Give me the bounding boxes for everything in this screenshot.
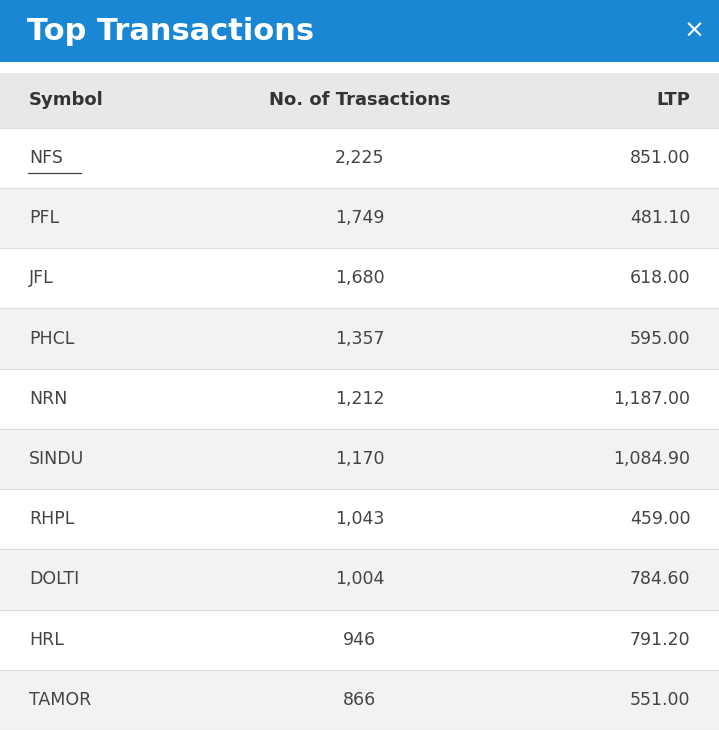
Text: 1,170: 1,170 — [335, 450, 384, 468]
Text: 1,212: 1,212 — [335, 390, 384, 408]
Text: PFL: PFL — [29, 209, 59, 227]
FancyBboxPatch shape — [0, 549, 719, 610]
Text: 618.00: 618.00 — [630, 269, 690, 288]
Text: NRN: NRN — [29, 390, 67, 408]
Text: 1,357: 1,357 — [335, 329, 384, 347]
Text: 1,004: 1,004 — [335, 570, 384, 588]
Text: RHPL: RHPL — [29, 510, 74, 529]
FancyBboxPatch shape — [0, 188, 719, 248]
Text: DOLTI: DOLTI — [29, 570, 79, 588]
Text: 2,225: 2,225 — [335, 149, 384, 167]
FancyBboxPatch shape — [0, 489, 719, 549]
FancyBboxPatch shape — [0, 610, 719, 670]
FancyBboxPatch shape — [0, 73, 719, 128]
Text: Top Transactions: Top Transactions — [27, 17, 314, 45]
FancyBboxPatch shape — [0, 670, 719, 730]
FancyBboxPatch shape — [0, 0, 719, 62]
Text: 1,043: 1,043 — [335, 510, 384, 529]
Text: 851.00: 851.00 — [630, 149, 690, 167]
FancyBboxPatch shape — [0, 128, 719, 188]
FancyBboxPatch shape — [0, 369, 719, 429]
Text: 946: 946 — [343, 631, 376, 649]
Text: 1,680: 1,680 — [334, 269, 385, 288]
Text: 1,187.00: 1,187.00 — [613, 390, 690, 408]
Text: No. of Trasactions: No. of Trasactions — [269, 91, 450, 110]
Text: 595.00: 595.00 — [630, 329, 690, 347]
Text: ×: × — [683, 19, 705, 43]
FancyBboxPatch shape — [0, 429, 719, 489]
Text: LTP: LTP — [656, 91, 690, 110]
Text: TAMOR: TAMOR — [29, 691, 91, 709]
Text: 481.10: 481.10 — [630, 209, 690, 227]
Text: NFS: NFS — [29, 149, 63, 167]
Text: 1,749: 1,749 — [335, 209, 384, 227]
FancyBboxPatch shape — [0, 248, 719, 308]
Text: Symbol: Symbol — [29, 91, 104, 110]
Text: 791.20: 791.20 — [630, 631, 690, 649]
Text: 1,084.90: 1,084.90 — [613, 450, 690, 468]
Text: 551.00: 551.00 — [630, 691, 690, 709]
Text: 866: 866 — [343, 691, 376, 709]
FancyBboxPatch shape — [0, 62, 719, 730]
Text: SINDU: SINDU — [29, 450, 84, 468]
FancyBboxPatch shape — [0, 308, 719, 369]
Text: PHCL: PHCL — [29, 329, 74, 347]
Text: JFL: JFL — [29, 269, 53, 288]
Text: 784.60: 784.60 — [630, 570, 690, 588]
Text: HRL: HRL — [29, 631, 64, 649]
Text: 459.00: 459.00 — [630, 510, 690, 529]
